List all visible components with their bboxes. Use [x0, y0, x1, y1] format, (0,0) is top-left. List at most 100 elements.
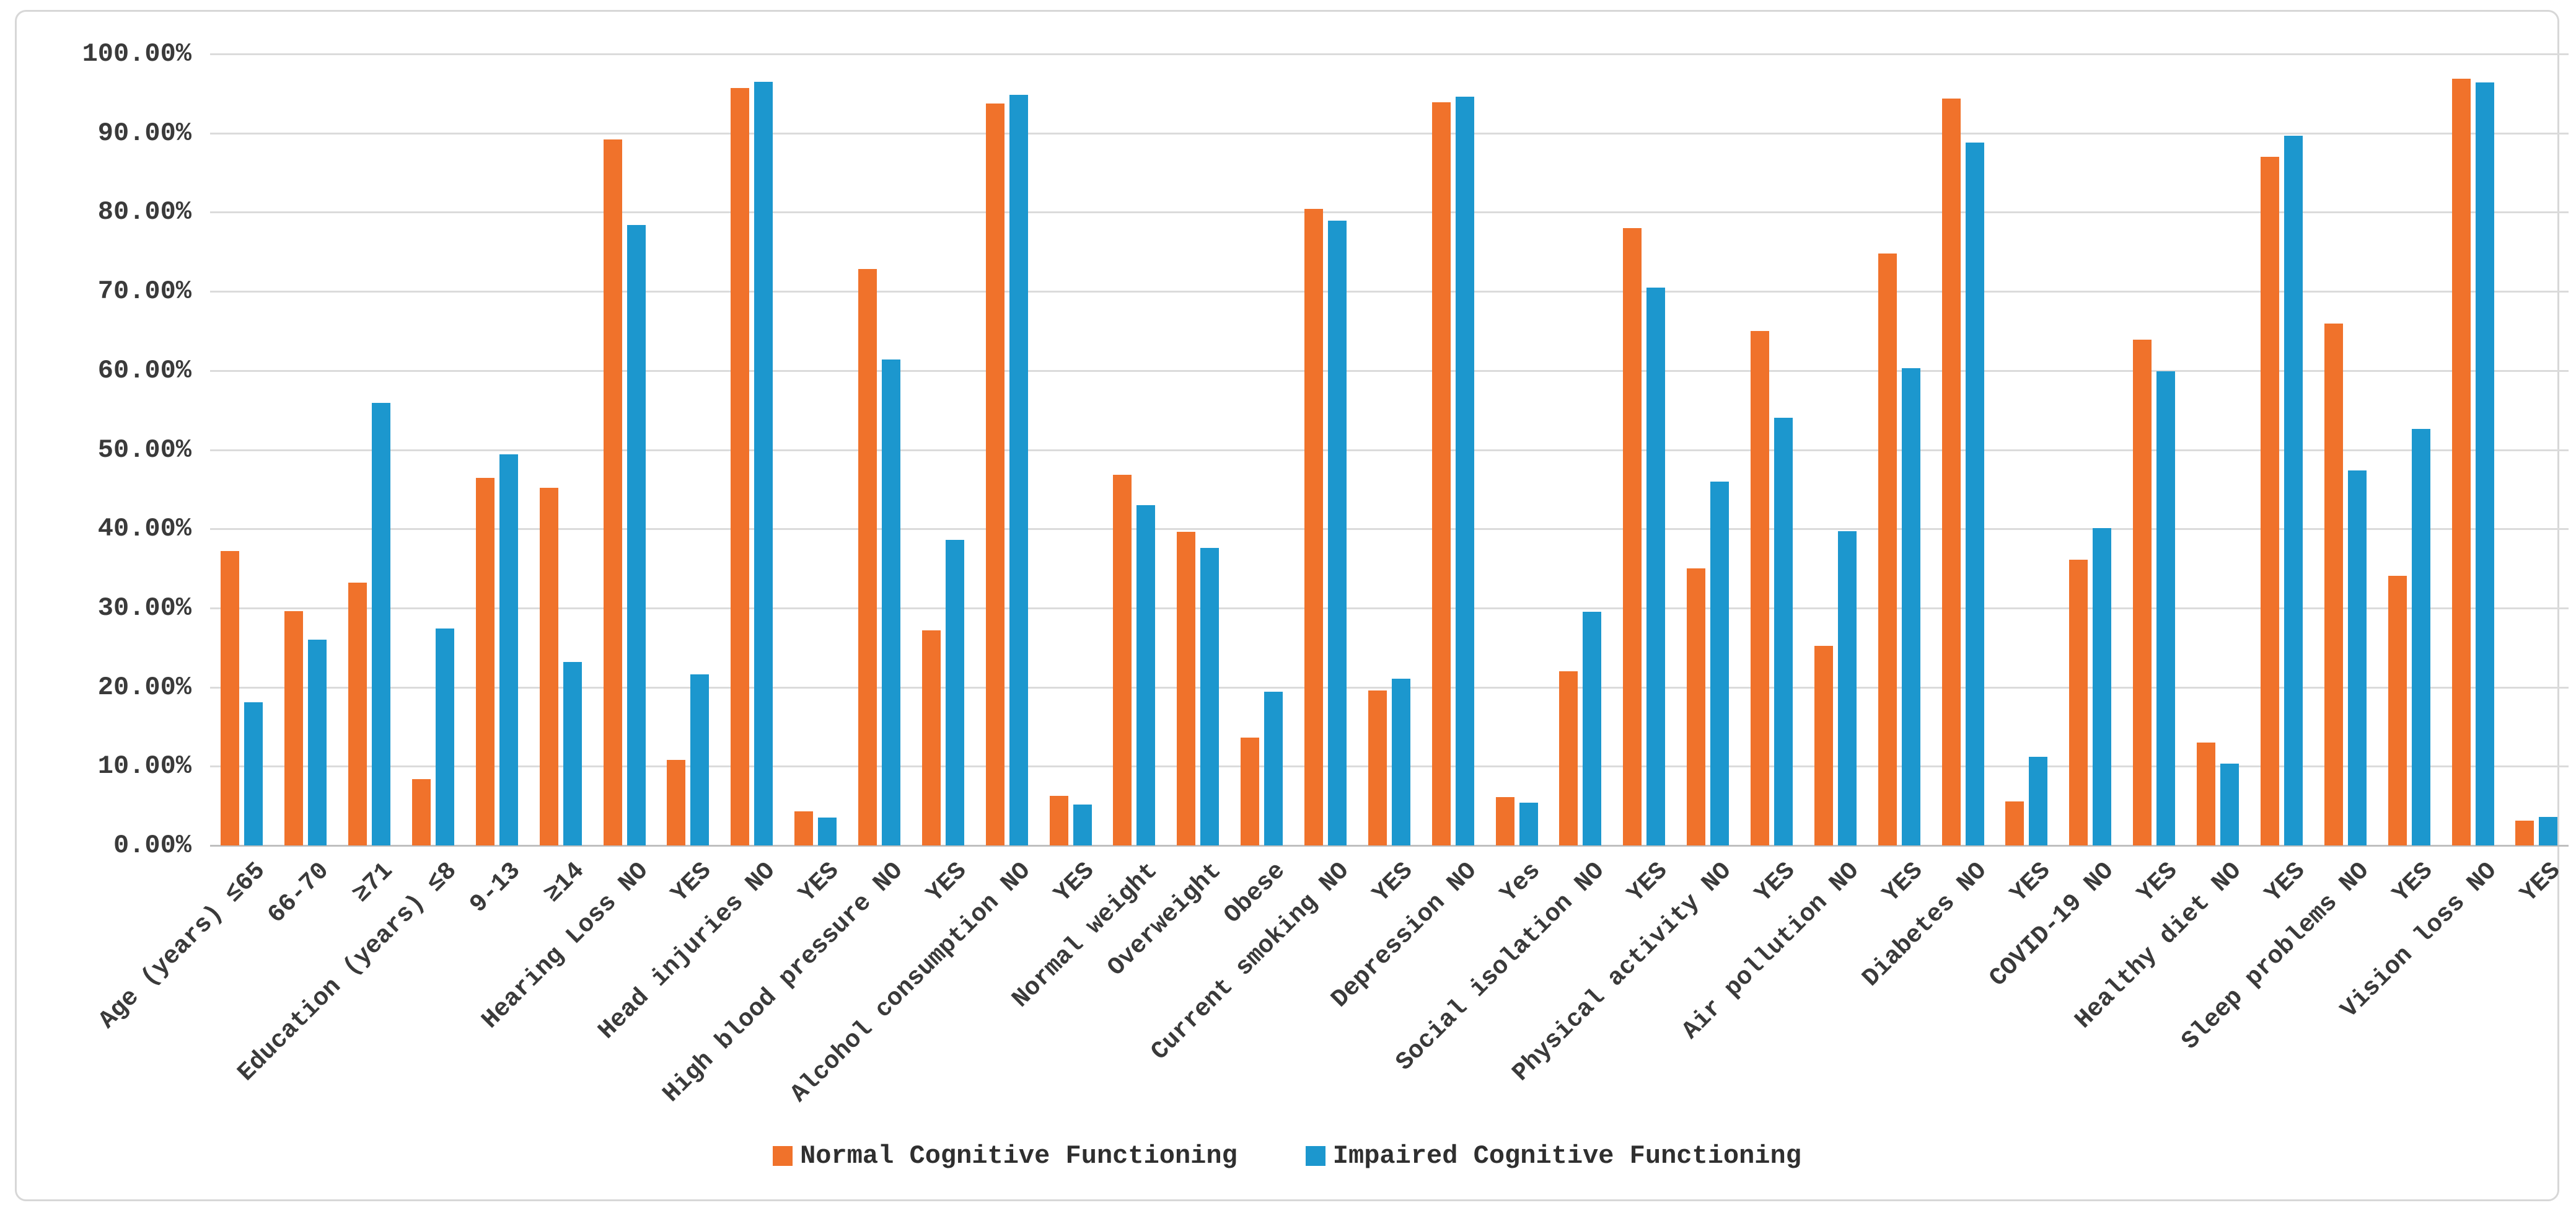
x-axis-line [210, 845, 2569, 847]
y-axis-tick-label: 30.00% [97, 593, 191, 623]
x-axis-tick-label: YES [1877, 857, 1929, 909]
bar-group [210, 54, 274, 845]
bar [2093, 527, 2112, 845]
bar [1073, 804, 1092, 845]
x-axis-tick-label: Age (years) ≤65 [94, 857, 272, 1035]
bar [1646, 287, 1666, 845]
bar [1241, 738, 1260, 845]
legend-label: Normal Cognitive Functioning [800, 1141, 1237, 1171]
bar [2029, 756, 2048, 845]
bar [1837, 531, 1857, 845]
bar [1113, 475, 1132, 845]
bar [1264, 692, 1283, 845]
bar-group [975, 54, 1039, 845]
bar-group [1485, 54, 1549, 845]
bar [2388, 575, 2407, 845]
x-axis-tick-label: Physical activity NO [1507, 857, 1738, 1088]
bar [1710, 481, 1730, 845]
bar [603, 139, 622, 845]
x-axis-tick-label: YES [1048, 857, 1101, 909]
bar [2197, 743, 2216, 845]
bar-group [2505, 54, 2569, 845]
y-axis-tick-label: 60.00% [97, 355, 191, 386]
bar [539, 487, 558, 845]
bar [2284, 135, 2303, 845]
bar [1687, 568, 1706, 845]
bar [818, 818, 837, 845]
x-axis-tick-label: YES [2260, 857, 2311, 909]
y-axis-tick-label: 70.00% [97, 276, 191, 307]
bar [1583, 612, 1602, 845]
bar [1495, 797, 1514, 845]
bar-group [784, 54, 848, 845]
y-axis-tick-label: 40.00% [97, 514, 191, 544]
bar-group [1039, 54, 1102, 845]
bar-group [1549, 54, 1612, 845]
bar [2411, 429, 2430, 845]
gridline [210, 132, 2569, 135]
bar [1559, 671, 1578, 845]
bar-group [529, 54, 592, 845]
x-axis-tick-label: YES [1368, 857, 1419, 909]
x-axis-tick-label: YES [921, 857, 973, 909]
bar [2475, 82, 2494, 845]
bar [348, 583, 367, 845]
bar-group [2059, 54, 2122, 845]
gridline [210, 528, 2569, 531]
x-axis-tick-label: 66-70 [263, 857, 336, 930]
y-axis-tick-label: 50.00% [97, 434, 191, 465]
bar-group [338, 54, 402, 845]
bar [2515, 821, 2534, 845]
bar [2133, 340, 2152, 845]
bar [308, 639, 327, 845]
legend-item: Normal Cognitive Functioning [773, 1141, 1237, 1171]
legend-swatch-impaired [1305, 1146, 1325, 1166]
bar [1519, 803, 1538, 845]
bar-group [1421, 54, 1485, 845]
bars-row [210, 54, 2569, 845]
bar-group [1102, 54, 1166, 845]
bar-group [848, 54, 912, 845]
bar-group [1294, 54, 1358, 845]
bar-group [1166, 54, 1230, 845]
bar [2347, 470, 2367, 845]
bar [945, 540, 964, 845]
x-axis-tick-label: YES [2387, 857, 2439, 909]
bar-group [592, 54, 656, 845]
bar [1814, 646, 1833, 845]
x-axis-tick-label: YES [666, 857, 718, 909]
bar [244, 702, 263, 845]
x-axis-tick-label: YES [2515, 857, 2567, 909]
bar [1431, 102, 1451, 845]
bar-group [2186, 54, 2250, 845]
y-axis-tick-label: 0.00% [113, 831, 191, 860]
bar [1177, 532, 1196, 845]
bar-group [1676, 54, 1740, 845]
legend-label: Impaired Cognitive Functioning [1332, 1141, 1801, 1171]
bar [1751, 330, 1770, 845]
legend-item: Impaired Cognitive Functioning [1305, 1141, 1801, 1171]
gridline [210, 686, 2569, 689]
bar [731, 87, 750, 845]
bar [2324, 324, 2343, 845]
bar [1328, 221, 1347, 845]
bar-group [1357, 54, 1421, 845]
bar [2069, 560, 2088, 845]
bar [985, 104, 1004, 845]
x-axis-tick-label: YES [2132, 857, 2184, 909]
x-axis-tick-label: YES [794, 857, 846, 909]
bar [499, 454, 518, 845]
bar-group [911, 54, 975, 845]
legend-swatch-normal [773, 1146, 793, 1166]
x-axis-tick-label: YES [1750, 857, 1802, 909]
bar [221, 550, 240, 845]
bar [1391, 678, 1410, 845]
y-axis: 100.00% 90.00% 80.00% 70.00% 60.00% 50.00% 40.… [17, 39, 191, 860]
bar [858, 269, 877, 845]
gridline [210, 449, 2569, 451]
bar [1901, 368, 1920, 845]
bar [1049, 795, 1068, 845]
bar [754, 81, 773, 845]
bar [1774, 418, 1793, 845]
bar-group [2313, 54, 2377, 845]
